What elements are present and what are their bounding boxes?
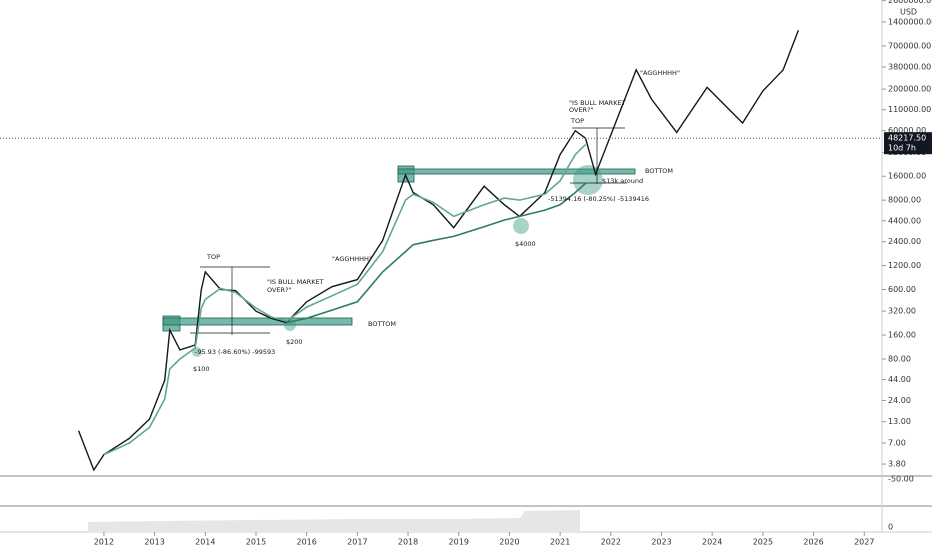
price-label: 48217.50 <box>888 134 926 143</box>
annotation-shapes <box>162 165 636 332</box>
x-tick-label: 2026 <box>803 538 823 547</box>
price-label-box <box>884 132 932 155</box>
x-tick-label: 2012 <box>94 538 114 547</box>
annotation: BOTTOM <box>645 167 673 175</box>
circle <box>192 347 202 357</box>
annotation: "IS BULL MARKET <box>267 278 324 286</box>
y-tick-label: 160.00 <box>888 331 916 340</box>
x-tick-label: 2018 <box>398 538 418 547</box>
y-tick-label: 110000.00 <box>888 105 931 114</box>
annotation: $4000 <box>515 240 536 248</box>
moving-average <box>286 182 587 324</box>
x-tick-label: 2027 <box>854 538 874 547</box>
y-tick-label: 4400.00 <box>888 216 921 225</box>
moving-average <box>103 144 587 456</box>
annotation: BOTTOM <box>368 320 396 328</box>
annotation: -51394.16 (-80.25%) -5139416 <box>548 195 649 203</box>
volume-area <box>88 510 580 532</box>
x-tick-label: 2017 <box>347 538 367 547</box>
countdown-label: 10d 7h <box>888 144 916 153</box>
annotation: -95.93 (-86.60%) -99593 <box>195 348 275 356</box>
y-tick-label: 3.80 <box>888 460 906 469</box>
y-tick-label: 2600000.00 <box>888 0 932 5</box>
circle <box>513 218 529 234</box>
x-tick-label: 2016 <box>296 538 316 547</box>
currency-label: USD <box>900 8 917 17</box>
x-tick-label: 2024 <box>702 538 722 547</box>
y-tick-label: 200000.00 <box>888 85 931 94</box>
x-tick-label: 2022 <box>601 538 621 547</box>
x-tick-label: 2020 <box>499 538 519 547</box>
y-tick-label: 700000.00 <box>888 41 931 50</box>
y-tick-label: 80.00 <box>888 354 911 363</box>
y-tick-label: 600.00 <box>888 285 916 294</box>
y-tick-label: 380000.00 <box>888 62 931 71</box>
y-tick-label: 2400.00 <box>888 237 921 246</box>
y-tick-label: 16000.00 <box>888 172 926 181</box>
x-tick-label: 2015 <box>246 538 266 547</box>
y-tick-label: 7.00 <box>888 439 906 448</box>
lower-pane-label: 0 <box>888 523 893 532</box>
x-tick-label: 2023 <box>651 538 671 547</box>
x-tick-label: 2021 <box>550 538 570 547</box>
x-tick-label: 2013 <box>144 538 164 547</box>
lower-pane-label: -50.00 <box>888 475 914 484</box>
annotation: TOP <box>570 117 584 125</box>
y-tick-label: 1200.00 <box>888 261 921 270</box>
annotation: $13k around <box>602 177 643 185</box>
annotation: "AGGHHHH" <box>332 255 372 263</box>
y-tick-label: 320.00 <box>888 307 916 316</box>
annotation: "IS BULL MARKET <box>569 99 626 107</box>
y-tick-label: 1400000.00 <box>888 18 932 27</box>
annotation: "AGGHHHH" <box>640 69 680 77</box>
annotation: OVER?" <box>569 106 594 114</box>
price-line <box>77 30 800 472</box>
annotation: $200 <box>286 338 303 346</box>
y-tick-label: 60000.00 <box>888 126 926 135</box>
y-tick-label: 24.00 <box>888 396 911 405</box>
y-tick-label: 44.00 <box>888 375 911 384</box>
x-tick-label: 2019 <box>449 538 469 547</box>
annotation: $100 <box>193 365 210 373</box>
y-tick-label: 8000.00 <box>888 196 921 205</box>
x-tick-label: 2025 <box>753 538 773 547</box>
annotation: TOP <box>206 253 220 261</box>
x-tick-label: 2014 <box>195 538 215 547</box>
zone-band <box>162 317 353 326</box>
measure-lines <box>190 127 627 335</box>
marks <box>77 30 800 472</box>
zone-band <box>397 168 636 175</box>
y-tick-label: 13.00 <box>888 417 911 426</box>
annotation: OVER?" <box>267 286 292 294</box>
